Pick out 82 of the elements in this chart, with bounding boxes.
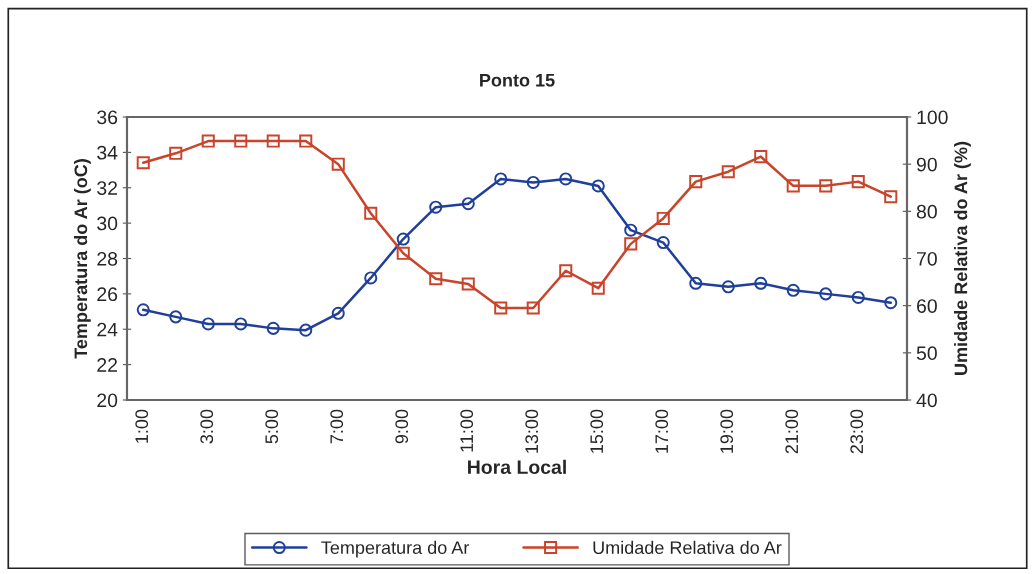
point bbox=[201, 317, 215, 331]
point bbox=[689, 175, 703, 189]
point bbox=[721, 165, 735, 179]
point bbox=[299, 323, 313, 337]
x-tick-label: 11:00 bbox=[460, 409, 474, 452]
point bbox=[429, 200, 443, 214]
point bbox=[331, 306, 345, 320]
point bbox=[169, 146, 183, 160]
y-tick-label: 30 bbox=[97, 216, 118, 231]
point bbox=[721, 280, 735, 294]
y-tick-label: 36 bbox=[97, 110, 118, 125]
x-tick-label: 5:00 bbox=[265, 409, 279, 444]
point bbox=[786, 179, 800, 193]
y2-axis-title: Umidade Relativa do Ar (%) bbox=[954, 141, 971, 375]
chart-title: Ponto 15 bbox=[480, 74, 555, 87]
point bbox=[266, 321, 280, 335]
point bbox=[559, 264, 573, 278]
y2-tick-label: 70 bbox=[917, 251, 937, 266]
y2-tick-label: 60 bbox=[917, 299, 937, 313]
point bbox=[266, 134, 280, 148]
x-tick-label: 15:00 bbox=[590, 409, 604, 453]
point bbox=[819, 287, 833, 301]
point bbox=[851, 175, 865, 189]
point bbox=[591, 179, 605, 193]
y2-tick-label: 80 bbox=[916, 204, 937, 219]
point bbox=[429, 272, 443, 286]
y-tick-label: 20 bbox=[97, 393, 118, 408]
y-tick-label: 22 bbox=[97, 358, 117, 372]
point bbox=[396, 246, 410, 260]
point bbox=[884, 190, 898, 204]
point bbox=[201, 134, 215, 148]
y-tick-label: 24 bbox=[97, 322, 118, 337]
point bbox=[136, 303, 150, 317]
y-tick-label: 34 bbox=[97, 145, 118, 160]
point bbox=[494, 172, 508, 186]
point bbox=[786, 283, 800, 297]
x-tick-label: 21:00 bbox=[785, 409, 799, 454]
x-tick-label: 17:00 bbox=[655, 409, 669, 453]
point bbox=[884, 296, 898, 310]
x-tick-label: 7:00 bbox=[330, 409, 344, 444]
y2-tick-label: 90 bbox=[916, 157, 937, 172]
point bbox=[754, 276, 768, 290]
x-axis-title: Hora Local bbox=[468, 459, 566, 475]
x-tick-label: 9:00 bbox=[395, 409, 409, 444]
y2-tick-label: 50 bbox=[916, 346, 937, 361]
legend-label: Temperatura do Ar bbox=[321, 540, 470, 558]
y2-tick-label: 40 bbox=[916, 393, 937, 408]
point bbox=[234, 317, 248, 331]
point bbox=[591, 281, 605, 295]
legend-label: Umidade Relativa do Ar bbox=[593, 540, 782, 555]
point bbox=[234, 134, 248, 148]
y2-tick-label: 100 bbox=[917, 110, 948, 125]
point bbox=[526, 175, 540, 189]
x-tick-label: 13:00 bbox=[525, 409, 539, 453]
point bbox=[559, 172, 573, 186]
point bbox=[526, 301, 540, 315]
point bbox=[461, 277, 475, 291]
point bbox=[396, 232, 410, 246]
point bbox=[364, 271, 378, 285]
point bbox=[624, 223, 638, 237]
x-tick-label: 19:00 bbox=[720, 409, 734, 453]
point bbox=[656, 211, 670, 225]
y-tick-label: 32 bbox=[97, 181, 117, 195]
point bbox=[689, 276, 703, 290]
point bbox=[136, 156, 150, 170]
point bbox=[331, 157, 345, 171]
y-axis-title: Temperatura do Ar (oC) bbox=[73, 159, 91, 359]
point bbox=[169, 310, 183, 324]
point bbox=[624, 237, 638, 251]
point bbox=[299, 134, 313, 148]
x-tick-label: 3:00 bbox=[200, 409, 214, 444]
point bbox=[364, 206, 378, 220]
x-tick-label: 1:00 bbox=[135, 409, 149, 443]
point bbox=[819, 179, 833, 193]
y-tick-label: 26 bbox=[97, 287, 118, 302]
x-tick-label: 23:00 bbox=[850, 409, 864, 454]
y-tick-label: 28 bbox=[97, 251, 118, 266]
point bbox=[461, 197, 475, 211]
point bbox=[656, 236, 670, 250]
point bbox=[494, 301, 508, 315]
point bbox=[851, 290, 865, 304]
point bbox=[754, 150, 768, 164]
